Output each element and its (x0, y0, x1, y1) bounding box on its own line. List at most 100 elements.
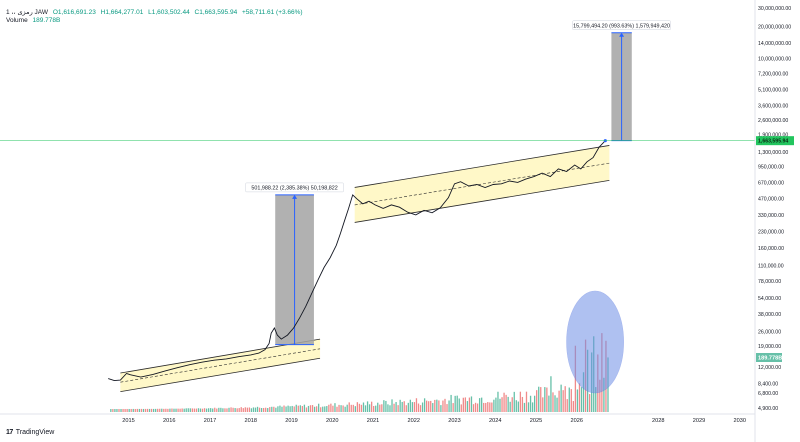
volume-bar (277, 406, 279, 412)
volume-bar (417, 403, 420, 412)
volume-bar (428, 401, 430, 412)
volume-bar (287, 405, 289, 412)
y-tick-label: 470,000.00 (758, 197, 784, 203)
volume-bar (293, 406, 295, 412)
price-line (108, 140, 606, 382)
projection-label: 501,988.22 (2,385.38%) 50,198,822 (251, 186, 337, 192)
volume-bar (603, 377, 605, 412)
volume-bar (450, 394, 452, 412)
volume-bar (148, 408, 151, 412)
volume-bar (472, 404, 475, 412)
volume-bar (368, 404, 371, 412)
volume-bar (483, 402, 485, 412)
volume-bar (307, 405, 310, 412)
volume-bar (501, 397, 503, 412)
y-tick-label: 1,300,000.00 (758, 150, 788, 156)
volume-bar (230, 407, 232, 412)
volume-bar (387, 404, 389, 412)
channel-2-fill (354, 145, 610, 223)
volume-bar (436, 399, 438, 412)
volume-bar (169, 408, 171, 412)
volume-bar (140, 408, 143, 412)
volume-bar (150, 408, 153, 412)
volume-bar (281, 406, 283, 412)
volume-bar (297, 405, 299, 412)
volume-bar (126, 408, 128, 412)
volume-bar (352, 404, 354, 412)
volume-bar (120, 408, 122, 412)
volume-bar (370, 401, 373, 412)
volume-bar (354, 406, 356, 412)
volume-bar (411, 402, 414, 412)
volume-bar (409, 399, 411, 412)
volume-bar (252, 407, 255, 412)
volume-bar (159, 408, 161, 412)
volume-bar (142, 408, 145, 412)
volume-bar (183, 408, 185, 412)
volume-bar (552, 392, 554, 412)
y-tick-label: 5,100,000.00 (758, 87, 788, 93)
volume-bar (220, 407, 222, 412)
volume-bar (326, 406, 328, 412)
volume-bar (289, 406, 291, 412)
volume-bar (393, 403, 395, 412)
volume-bar (205, 408, 208, 412)
volume-bar (285, 406, 287, 412)
volume-bar (538, 386, 540, 412)
volume-bar (419, 405, 422, 412)
y-tick-label: 8,400.00 (758, 381, 778, 387)
volume-bar (124, 408, 126, 412)
volume-bar (163, 408, 165, 412)
volume-bar (295, 404, 297, 412)
volume-bar (309, 405, 312, 412)
volume-bar (265, 407, 267, 412)
volume-bar (279, 405, 281, 412)
volume-bar (275, 407, 277, 412)
volume-bar (122, 408, 124, 412)
x-tick-label: 2019 (285, 418, 297, 424)
volume-bar (426, 400, 428, 412)
volume-bar (554, 395, 556, 412)
channel-1-lower (120, 357, 321, 393)
x-tick-label: 2028 (652, 418, 664, 424)
volume-bar (216, 408, 218, 412)
volume-bar (517, 401, 519, 412)
volume-bar (511, 397, 513, 412)
volume-bar (360, 404, 363, 412)
y-tick-label: 160,000.00 (758, 246, 784, 252)
volume-bar (273, 406, 275, 412)
volume-bar (556, 397, 558, 412)
y-tick-label: 3,600,000.00 (758, 103, 788, 109)
volume-bar (405, 405, 407, 412)
volume-bar (315, 406, 318, 412)
volume-bar (199, 408, 202, 412)
volume-bar (440, 405, 442, 412)
volume-bar (179, 408, 181, 412)
volume-bar (527, 402, 530, 412)
volume-bar (152, 408, 155, 412)
volume-bar (558, 390, 560, 412)
volume-bar (460, 404, 462, 412)
volume-bar (136, 408, 138, 412)
volume-bar (544, 387, 546, 412)
volume-value: 189.778B (32, 17, 61, 24)
volume-bar (478, 398, 481, 412)
volume-bar (263, 407, 265, 412)
volume-bar (493, 399, 495, 412)
volume-bar (533, 395, 536, 412)
volume-bar (521, 396, 524, 412)
volume-bar (566, 399, 568, 412)
volume-bar (399, 399, 401, 412)
low-value: L1,603,502.44 (148, 9, 190, 16)
y-tick-label: 19,000.00 (758, 344, 781, 350)
footer-brand[interactable]: 17 TradingView (6, 429, 54, 436)
volume-bar (195, 408, 198, 412)
volume-bar (303, 404, 306, 412)
volume-bar (481, 397, 483, 412)
ohlc-legend: 1 ،، رمزی JAW O1,616,691.23 H1,664,277.0… (6, 8, 306, 16)
volume-bar (324, 406, 326, 412)
volume-bar (595, 387, 597, 412)
volume-bar (116, 408, 118, 412)
volume-bar (155, 408, 157, 412)
